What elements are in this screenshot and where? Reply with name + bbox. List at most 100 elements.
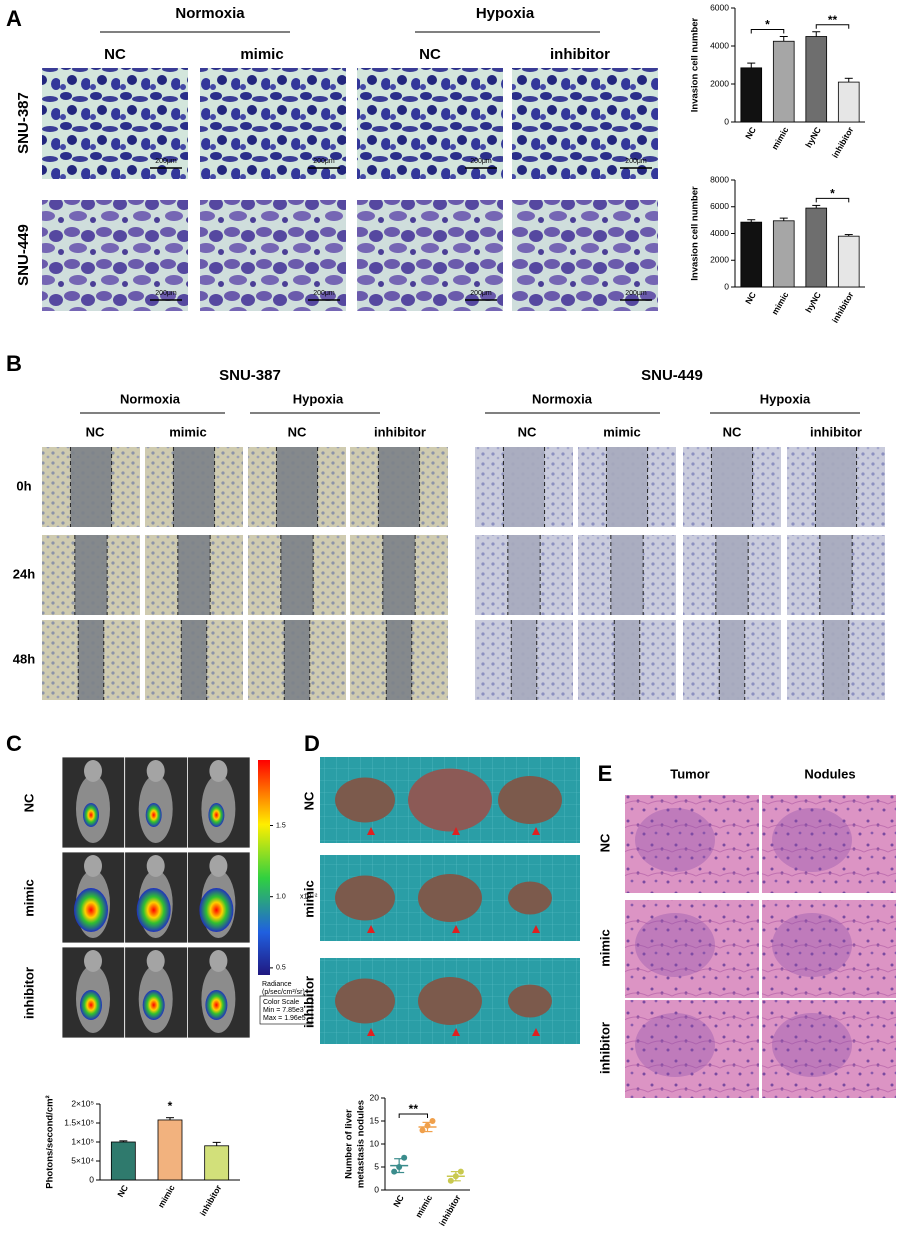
- cell-line-header: SNU-387: [219, 367, 281, 384]
- significance-label: *: [168, 1099, 173, 1113]
- y-tick-label: 1.5×10⁵: [64, 1117, 94, 1127]
- nodule-region: [772, 1013, 852, 1077]
- bar: [837, 235, 860, 288]
- column-header: mimic: [603, 424, 641, 439]
- panel-label: C: [6, 731, 22, 756]
- panel-label: E: [598, 761, 613, 786]
- colorbar: [258, 760, 270, 975]
- bar: [805, 36, 828, 123]
- scale-bar-label: 200μm: [155, 158, 177, 165]
- data-point: [391, 1168, 398, 1175]
- y-tick-label: 0: [724, 116, 729, 126]
- wound-gap: [276, 447, 318, 527]
- column-header: mimic: [240, 46, 283, 63]
- colorbar-exponent: x10⁻²: [300, 894, 318, 901]
- signal: [205, 990, 228, 1020]
- column-header: NC: [518, 424, 537, 439]
- nodule-arrow: [532, 827, 540, 835]
- row-label: SNU-449: [15, 224, 32, 286]
- wound-gap: [614, 620, 640, 700]
- group-header: Normoxia: [532, 391, 593, 406]
- nodule-arrow: [452, 925, 460, 933]
- micrograph: [42, 200, 188, 311]
- color-scale-text: Color Scale: [263, 999, 299, 1006]
- column-header: NC: [104, 46, 126, 63]
- y-axis-label: Invasion cell number: [690, 186, 701, 281]
- nodule-arrow: [452, 1028, 460, 1036]
- row-label: NC: [21, 793, 36, 812]
- bar: [837, 81, 860, 123]
- micrograph: [512, 68, 658, 179]
- data-point: [429, 1118, 436, 1124]
- he-stain: [625, 900, 759, 998]
- group-header: Hypoxia: [476, 5, 535, 22]
- wound-gap: [606, 447, 648, 527]
- bar: [740, 67, 763, 123]
- wound-gap: [823, 620, 849, 700]
- significance-bracket: [750, 29, 785, 34]
- row-label: 48h: [13, 651, 35, 666]
- wound-gap: [715, 535, 749, 615]
- colorbar-tick-label: 1.0: [276, 894, 286, 901]
- signal: [74, 888, 108, 932]
- scale-bar-label: 200μm: [470, 158, 492, 165]
- liver: [508, 881, 552, 915]
- wound-gap: [610, 535, 644, 615]
- wound-gap: [280, 535, 314, 615]
- row-label: mimic: [597, 929, 612, 967]
- y-tick-label: 8000: [710, 174, 729, 184]
- wound-gap: [70, 447, 112, 527]
- y-tick-label: 4000: [710, 40, 729, 50]
- nodule-arrow: [532, 925, 540, 933]
- data-point: [401, 1154, 408, 1161]
- bar: [740, 221, 763, 288]
- column-header: NC: [288, 424, 307, 439]
- liver: [418, 874, 482, 922]
- wound-gap: [78, 620, 104, 700]
- he-stain: [762, 1000, 896, 1098]
- y-tick-label: 10: [370, 1138, 380, 1148]
- y-axis-label: Number of liver: [344, 1109, 355, 1179]
- row-label: mimic: [301, 880, 316, 918]
- column-header: inhibitor: [374, 424, 426, 439]
- nodule-arrow: [367, 827, 375, 835]
- he-stain: [625, 1000, 759, 1098]
- panel-label: A: [6, 6, 22, 31]
- nodule-arrow: [367, 1028, 375, 1036]
- y-axis-label: Invasion cell number: [690, 17, 701, 112]
- nodule-arrow: [367, 925, 375, 933]
- nodule-region: [635, 808, 715, 872]
- y-axis-label: Photons/second/cm²: [45, 1095, 56, 1188]
- liver: [418, 977, 482, 1025]
- y-tick-label: 0: [89, 1174, 94, 1184]
- liver: [335, 875, 395, 921]
- row-label: inhibitor: [21, 967, 36, 1019]
- row-label: NC: [597, 833, 612, 852]
- scale-bar-label: 200μm: [625, 290, 647, 297]
- y-tick-label: 0: [374, 1184, 379, 1194]
- wound-gap: [173, 447, 215, 527]
- y-tick-label: 5: [374, 1161, 379, 1171]
- row-label: 24h: [13, 566, 35, 581]
- colorbar-legend: Radiance: [262, 981, 292, 988]
- mouse-head: [146, 950, 165, 972]
- y-tick-label: 6000: [710, 2, 729, 12]
- group-header: Normoxia: [120, 391, 181, 406]
- nodule-region: [772, 913, 852, 977]
- group-header: Hypoxia: [293, 391, 344, 406]
- cell-line-header: SNU-449: [641, 367, 703, 384]
- bar: [110, 1141, 136, 1181]
- significance-label: *: [765, 18, 770, 32]
- scale-bar-label: 200μm: [313, 290, 335, 297]
- nodule-arrow: [532, 1028, 540, 1036]
- panel-label: D: [304, 731, 320, 756]
- row-label: NC: [301, 791, 316, 810]
- y-tick-label: 0: [724, 281, 729, 291]
- significance-bracket: [815, 197, 850, 203]
- column-header: NC: [419, 46, 441, 63]
- wound-gap: [711, 447, 753, 527]
- liver: [335, 777, 395, 823]
- scale-bar-label: 200μm: [470, 290, 492, 297]
- wound-gap: [74, 535, 108, 615]
